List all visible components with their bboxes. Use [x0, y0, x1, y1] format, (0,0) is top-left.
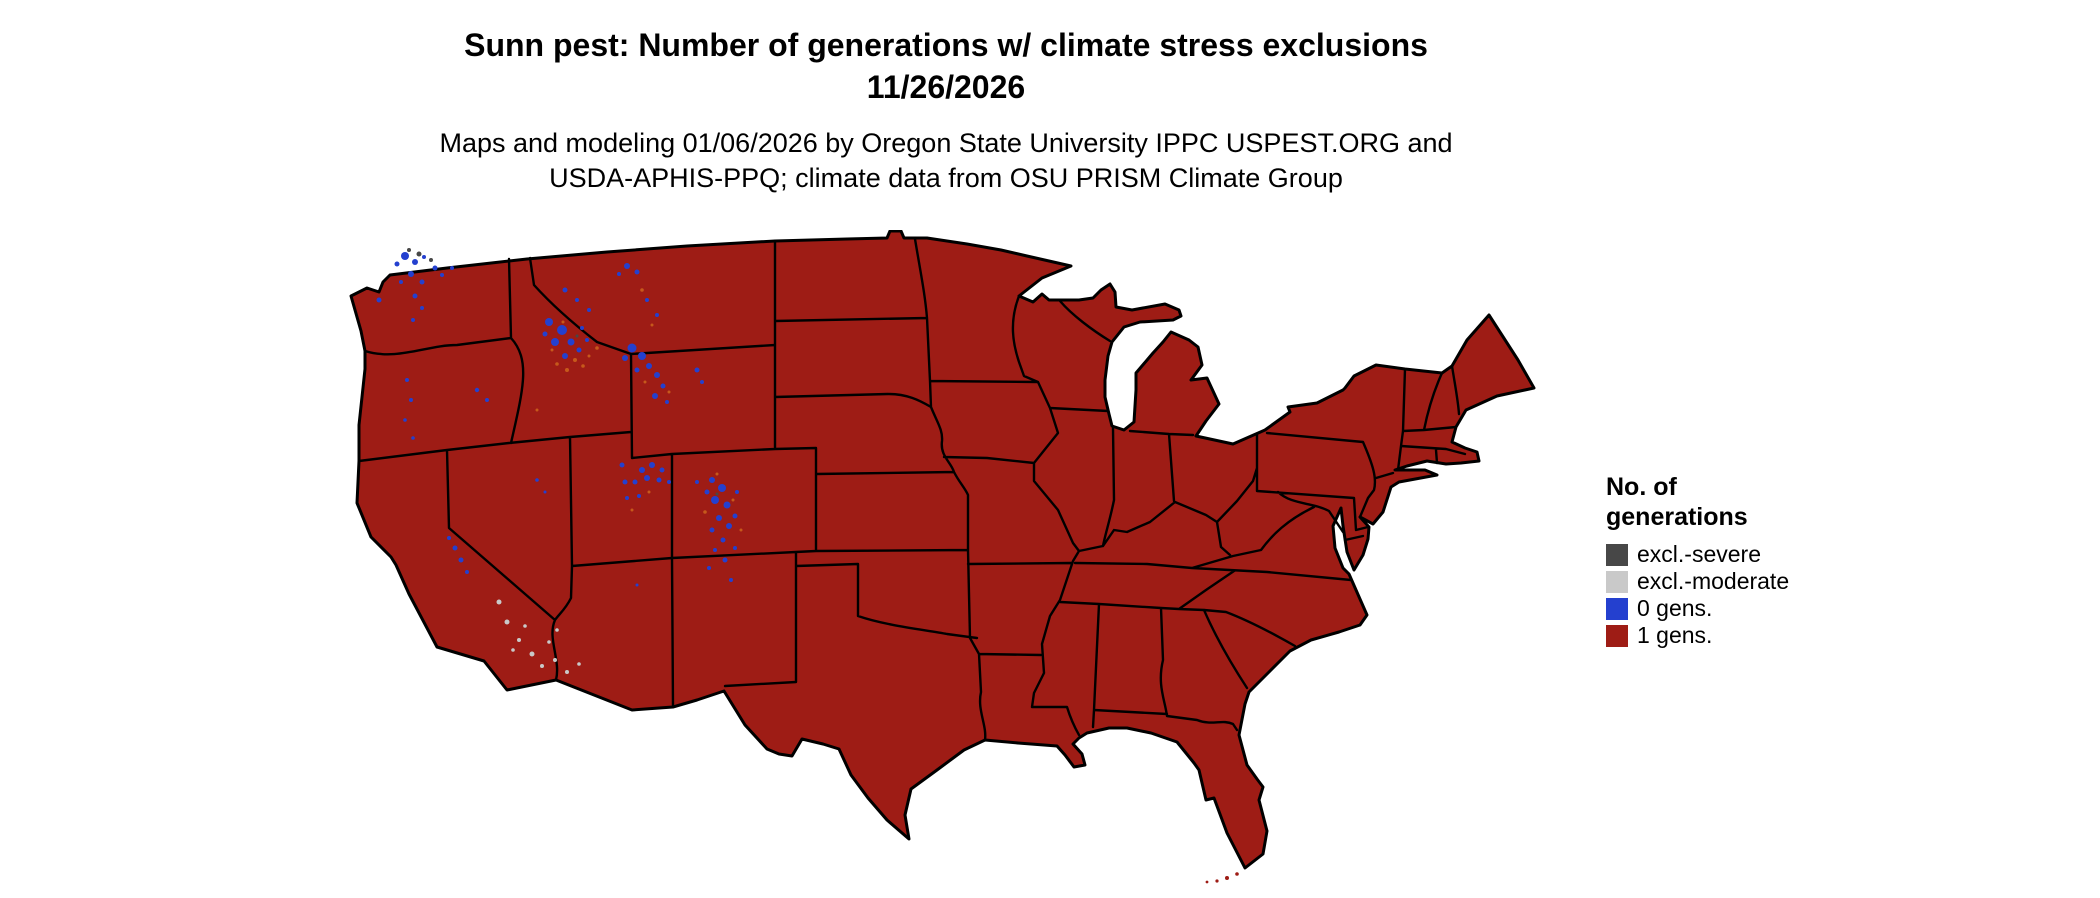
legend-label-excl-severe: excl.-severe [1637, 541, 1761, 567]
legend-swatch-excl-moderate [1606, 570, 1628, 593]
legend-label-excl-moderate: excl.-moderate [1637, 568, 1790, 594]
legend-swatch-excl-severe [1606, 543, 1628, 566]
subtitle-line-2: USDA-APHIS-PPQ; climate data from OSU PR… [549, 163, 1343, 193]
figure-subtitle: Maps and modeling 01/06/2026 by Oregon S… [0, 126, 1892, 196]
legend-row-excl-moderate: excl.-moderate [1606, 568, 1866, 595]
legend-label-one-gen: 1 gens. [1637, 622, 1713, 648]
legend-label-zero-gens: 0 gens. [1637, 595, 1713, 621]
us-generations-map [327, 230, 1548, 898]
subtitle-line-1: Maps and modeling 01/06/2026 by Oregon S… [439, 128, 1453, 158]
legend-row-one-gen: 1 gens. [1606, 622, 1866, 649]
mixed-speckle-overlay [535, 288, 743, 532]
legend-row-excl-severe: excl.-severe [1606, 541, 1866, 568]
zero-gens-overlay [376, 252, 739, 587]
legend-title: No. of generations [1606, 472, 1866, 532]
legend-row-zero-gens: 0 gens. [1606, 595, 1866, 622]
us-map-svg [349, 230, 1536, 884]
map-legend: No. of generations excl.-severe excl.-mo… [1606, 472, 1866, 649]
excl-severe-overlay [407, 248, 719, 496]
legend-title-line-1: No. of [1606, 473, 1677, 501]
state-borders [357, 237, 1467, 742]
florida-keys-islands [1205, 872, 1239, 884]
legend-title-line-2: generations [1606, 503, 1748, 531]
title-line-1: Sunn pest: Number of generations w/ clim… [464, 27, 1428, 63]
figure-title: Sunn pest: Number of generations w/ clim… [0, 24, 1892, 108]
excl-moderate-overlay [496, 599, 581, 674]
legend-swatch-zero-gens [1606, 597, 1628, 620]
title-line-2: 11/26/2026 [866, 69, 1026, 105]
legend-items: excl.-severe excl.-moderate 0 gens. 1 ge… [1606, 541, 1866, 649]
legend-swatch-one-gen [1606, 624, 1628, 647]
